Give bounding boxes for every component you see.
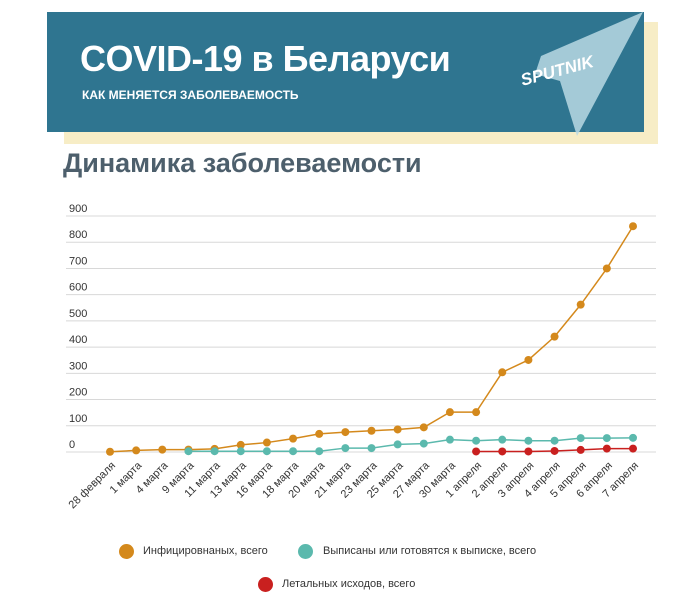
data-point-s0-6 xyxy=(262,438,271,447)
data-point-s1-19 xyxy=(602,434,611,443)
data-point-s1-3 xyxy=(184,447,193,456)
legend-label-infected: Инфицировнаных, всего xyxy=(143,545,268,557)
data-point-s1-6 xyxy=(262,447,271,456)
y-tick-label: 0 xyxy=(69,439,75,451)
y-tick-label: 300 xyxy=(69,360,87,372)
legend-label-deaths: Летальных исходов, всего xyxy=(282,578,416,590)
data-point-s0-1 xyxy=(132,446,141,455)
chart-title: Динамика заболеваемости xyxy=(63,148,422,178)
data-point-s1-10 xyxy=(367,444,376,453)
sputnik-logo: SPUTNIK xyxy=(519,12,643,136)
data-point-s1-17 xyxy=(550,436,559,445)
page-subtitle: КАК МЕНЯЕТСЯ ЗАБОЛЕВАЕМОСТЬ xyxy=(82,88,299,102)
data-point-s2-19 xyxy=(602,444,611,453)
data-point-s2-17 xyxy=(550,446,559,455)
data-point-s1-20 xyxy=(629,433,637,442)
y-tick-label: 500 xyxy=(69,308,87,320)
legend-dot-recovered xyxy=(298,544,313,559)
y-tick-label: 400 xyxy=(69,334,87,346)
data-point-s1-11 xyxy=(393,440,402,449)
y-tick-label: 800 xyxy=(69,229,87,241)
series-line-1 xyxy=(188,437,634,452)
legend-dot-deaths xyxy=(258,577,273,592)
data-point-s0-17 xyxy=(550,332,559,341)
data-point-s0-19 xyxy=(602,264,611,273)
y-tick-label: 200 xyxy=(69,387,87,399)
data-point-s1-16 xyxy=(524,436,533,445)
data-point-s2-18 xyxy=(576,445,585,454)
page-title: COVID-19 в Беларуси xyxy=(80,38,451,79)
data-point-s1-13 xyxy=(445,435,454,444)
data-point-s0-2 xyxy=(158,445,167,454)
data-point-s1-12 xyxy=(419,439,428,448)
data-point-s0-10 xyxy=(367,426,376,435)
data-point-s0-13 xyxy=(445,408,454,417)
data-point-s0-18 xyxy=(576,300,585,309)
data-point-s1-5 xyxy=(236,447,245,456)
data-point-s2-16 xyxy=(524,447,533,456)
data-point-s1-8 xyxy=(315,447,324,456)
data-point-s0-11 xyxy=(393,425,402,434)
data-point-s0-5 xyxy=(236,440,245,449)
y-tick-label: 900 xyxy=(69,203,87,215)
data-point-s1-9 xyxy=(341,444,350,453)
data-point-s0-15 xyxy=(498,368,507,377)
legend-label-recovered: Выписаны или готовятся к выписке, всего xyxy=(323,545,537,557)
data-point-s1-14 xyxy=(472,436,481,445)
data-point-s1-15 xyxy=(498,435,507,444)
y-tick-label: 700 xyxy=(69,255,87,267)
data-point-s0-14 xyxy=(472,408,481,417)
data-point-s2-15 xyxy=(498,447,507,456)
data-point-s0-8 xyxy=(315,429,324,438)
data-point-s1-18 xyxy=(576,434,585,443)
data-point-s1-4 xyxy=(210,447,219,456)
data-point-s2-20 xyxy=(629,444,637,453)
data-point-s2-14 xyxy=(472,447,481,456)
data-point-s1-7 xyxy=(289,447,298,456)
y-tick-label: 100 xyxy=(69,413,87,425)
data-point-s0-0 xyxy=(106,447,114,456)
data-point-s0-16 xyxy=(524,355,533,364)
header-banner: COVID-19 в Беларуси КАК МЕНЯЕТСЯ ЗАБОЛЕВ… xyxy=(47,12,644,136)
legend-dot-infected xyxy=(119,544,134,559)
y-tick-label: 600 xyxy=(69,282,87,294)
data-point-s0-20 xyxy=(629,222,637,231)
data-point-s0-9 xyxy=(341,428,350,437)
data-point-s0-12 xyxy=(419,423,428,432)
data-point-s0-7 xyxy=(289,434,298,443)
